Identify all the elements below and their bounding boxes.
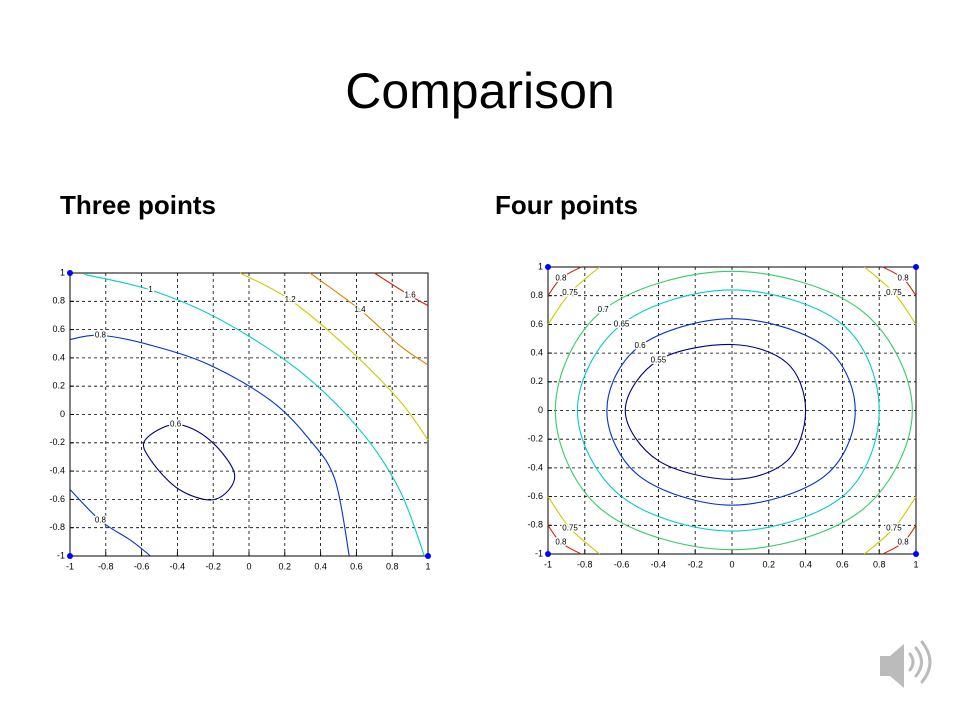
y-tick-label: 0.2 [52,381,65,391]
x-tick-label: -0.2 [205,561,221,571]
chart-title: Four points [495,190,638,220]
y-tick-label: 0.2 [530,376,543,386]
y-tick-label: 0.4 [52,352,65,362]
contour-label: 0.55 [651,355,667,364]
x-tick-label: -0.8 [577,559,593,569]
x-tick-label: -0.6 [134,561,150,571]
y-tick-label: 0.6 [52,324,65,334]
x-tick-label: -1 [66,561,74,571]
contour-label: 0.8 [555,538,567,547]
y-tick-label: -0.4 [527,462,543,472]
x-tick-label: 0.6 [836,559,849,569]
contour-label: 0.6 [170,420,182,429]
x-tick-label: 1 [913,559,918,569]
contour-label: 0.75 [886,288,902,297]
contour-line [374,272,429,307]
sample-point [913,551,919,557]
x-tick-label: 0.2 [279,561,292,571]
y-tick-label: 0.8 [52,296,65,306]
sample-point [545,264,551,270]
y-tick-label: 0 [538,405,543,415]
y-tick-label: 1 [60,267,65,277]
contour-label: 0.8 [555,274,567,283]
x-tick-label: 0 [729,559,734,569]
sample-point [913,264,919,270]
contour-label: 0.65 [614,320,630,329]
contour-label: 0.75 [562,288,578,297]
x-tick-label: -0.4 [651,559,667,569]
y-tick-label: -0.8 [527,520,543,530]
y-tick-label: -0.2 [527,434,543,444]
contour-label: 0.8 [898,274,910,283]
contour-line [239,272,429,441]
contour-line [624,343,807,480]
x-tick-label: 0.8 [873,559,886,569]
contour-line [606,318,856,506]
contour-line [547,266,917,555]
sample-point [545,551,551,557]
x-tick-label: 0.6 [350,561,363,571]
chart-title: Three points [60,190,216,220]
contour-line [547,266,917,555]
speaker-icon [880,640,932,688]
x-tick-label: 0.2 [763,559,776,569]
contour-line [69,334,350,557]
x-tick-label: 0.4 [314,561,327,571]
x-tick-label: 0 [246,561,251,571]
contour-line [309,272,429,366]
contour-label: 0.8 [95,330,107,339]
contour-label: 0.7 [598,305,610,314]
contour-line [554,270,913,551]
contour-label: 0.6 [634,341,646,350]
y-tick-label: 0.6 [530,319,543,329]
x-tick-label: 1 [425,561,430,571]
x-tick-label: -0.4 [170,561,186,571]
y-tick-label: -0.6 [49,494,65,504]
x-tick-label: -0.6 [614,559,630,569]
y-tick-label: -0.2 [49,437,65,447]
contour-line [84,273,425,557]
contour-label: 1 [148,285,153,294]
contour-line [576,289,880,532]
sample-point [67,270,73,276]
y-tick-label: -0.8 [49,522,65,532]
sample-point [67,553,73,559]
contour-plot: -1 -0.8 -0.6 -0.4 -0.2 0 0.2 0.4 0.6 0.8 1 -1 -0.8 -0… [527,261,919,569]
contour-label: 1.6 [405,291,417,300]
x-tick-label: -1 [544,559,552,569]
sample-point [425,553,431,559]
y-tick-label: -1 [57,550,65,560]
y-tick-label: 1 [538,261,543,271]
x-tick-label: 0.8 [386,561,399,571]
y-tick-label: 0.8 [530,290,543,300]
slide-title: Comparison [345,63,615,119]
y-tick-label: 0.4 [530,347,543,357]
contour-line [142,423,236,501]
y-tick-label: -0.6 [527,491,543,501]
contour-plot: -1 -0.8 -0.6 -0.4 -0.2 0 0.2 0.4 0.6 0.8 1 -1 -0.8 -0… [49,267,431,571]
contour-label: 0.8 [95,516,107,525]
y-tick-label: 0 [60,409,65,419]
contour-label: 0.75 [886,523,902,532]
contour-label: 0.75 [562,523,578,532]
contour-label: 1.4 [354,305,366,314]
y-tick-label: -0.4 [49,465,65,475]
contour-label: 1.2 [285,295,297,304]
x-tick-label: 0.4 [799,559,812,569]
y-tick-label: -1 [535,548,543,558]
x-tick-label: -0.8 [98,561,114,571]
contour-label: 0.8 [898,538,910,547]
x-tick-label: -0.2 [687,559,703,569]
